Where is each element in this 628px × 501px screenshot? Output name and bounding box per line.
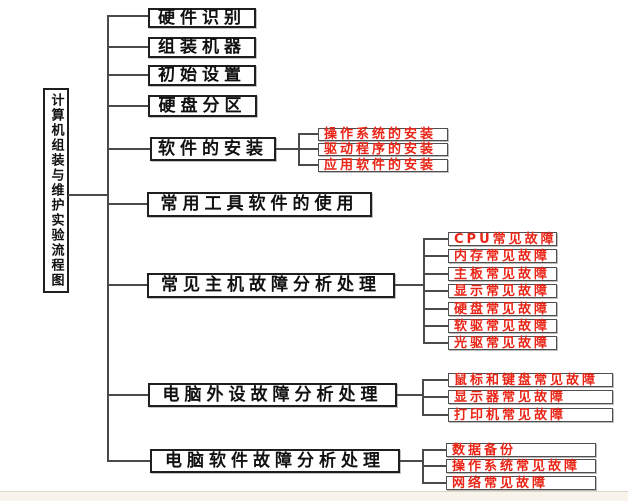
node-hardware-recognition: 硬件识别 xyxy=(148,8,256,28)
node-assemble-machine: 组装机器 xyxy=(148,37,256,58)
connector-line xyxy=(107,46,148,48)
footer-strip xyxy=(0,491,628,501)
connector-line xyxy=(107,460,150,462)
connector-line xyxy=(423,238,448,240)
connector-line xyxy=(423,290,448,292)
node-initial-setup: 初始设置 xyxy=(148,65,256,86)
connector-line xyxy=(423,308,448,310)
connector-line xyxy=(107,203,147,205)
connector-line xyxy=(423,325,448,327)
connector-line xyxy=(107,394,148,396)
node-host-fault-analysis: 常见主机故障分析处理 xyxy=(147,273,395,298)
leaf-os-fault: 操作系统常见故障 xyxy=(446,459,596,473)
connector-line xyxy=(422,449,446,451)
leaf-monitor-fault: 显示器常见故障 xyxy=(448,390,613,404)
leaf-harddisk-fault: 硬盘常见故障 xyxy=(448,302,557,316)
node-software-install: 软件的安装 xyxy=(150,137,276,161)
connector-line xyxy=(395,284,425,286)
leaf-motherboard-fault: 主板常见故障 xyxy=(448,267,557,281)
connector-line xyxy=(107,148,150,150)
leaf-printer-fault: 打印机常见故障 xyxy=(448,408,613,422)
leaf-cpu-fault: CPU常见故障 xyxy=(448,232,557,246)
node-disk-partition: 硬盘分区 xyxy=(148,95,257,117)
leaf-memory-fault: 内存常见故障 xyxy=(448,249,557,263)
leaf-os-install: 操作系统的安装 xyxy=(318,128,448,141)
connector-line xyxy=(422,414,448,416)
leaf-display-fault: 显示常见故障 xyxy=(448,284,557,298)
connector-line xyxy=(298,133,318,135)
leaf-optical-fault: 光驱常见故障 xyxy=(448,336,557,350)
leaf-floppy-fault: 软驱常见故障 xyxy=(448,319,557,333)
connector-line xyxy=(276,148,300,150)
node-common-tools-usage: 常用工具软件的使用 xyxy=(147,192,372,217)
connector-line xyxy=(422,379,448,381)
leaf-data-backup: 数据备份 xyxy=(446,443,596,457)
leaf-network-fault: 网络常见故障 xyxy=(446,476,596,490)
connector-line xyxy=(400,460,424,462)
connector-line xyxy=(298,148,318,150)
leaf-mouse-keyboard-fault: 鼠标和键盘常见故障 xyxy=(448,373,613,387)
connector-line xyxy=(298,164,318,166)
connector-line xyxy=(423,255,448,257)
connector-line xyxy=(107,284,147,286)
node-software-fault-analysis: 电脑软件故障分析处理 xyxy=(150,449,400,473)
leaf-driver-install: 驱动程序的安装 xyxy=(318,143,448,156)
leaf-app-install: 应用软件的安装 xyxy=(318,159,448,172)
connector-line xyxy=(422,465,446,467)
connector-line xyxy=(423,273,448,275)
connector-line xyxy=(107,74,148,76)
connector-line xyxy=(422,482,446,484)
connector-line xyxy=(107,15,148,17)
connector-line xyxy=(107,105,148,107)
connector-line xyxy=(68,194,107,196)
connector-line xyxy=(422,396,448,398)
connector-line xyxy=(423,342,448,344)
trunk-line xyxy=(107,15,109,462)
node-peripheral-fault-analysis: 电脑外设故障分析处理 xyxy=(148,383,397,407)
connector-line xyxy=(397,394,424,396)
root-node-title: 计算机组装与维护实验流程图 xyxy=(43,88,69,293)
